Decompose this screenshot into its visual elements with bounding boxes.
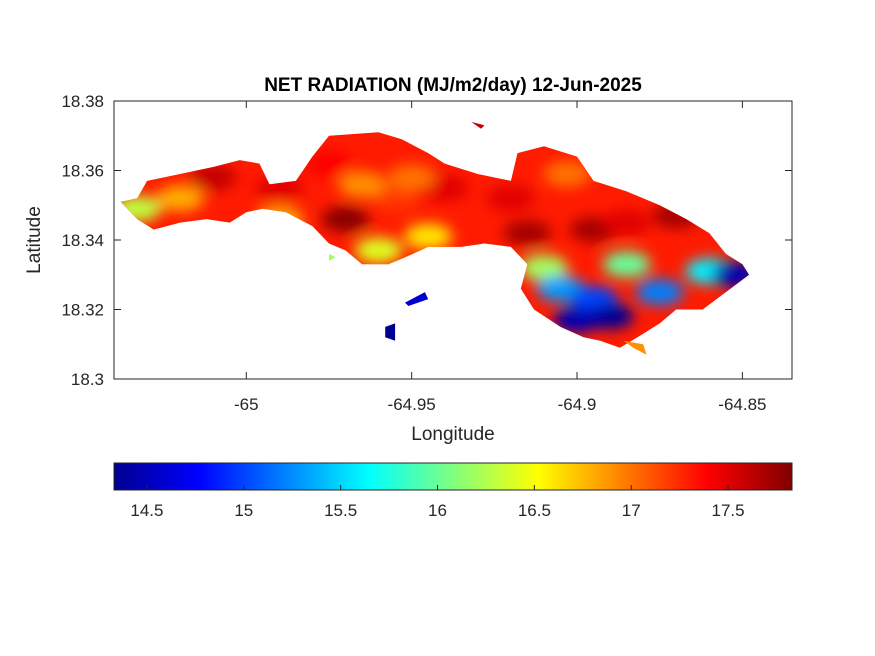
x-tick-label: -64.9 <box>558 395 597 414</box>
y-tick-label: 18.32 <box>61 301 104 320</box>
value-blob-20 <box>602 251 651 278</box>
value-blob-10 <box>371 185 420 212</box>
y-axis-label: Latitude <box>24 206 45 274</box>
value-blob-26 <box>553 306 602 333</box>
colorbar-tick-label: 15.5 <box>324 501 357 520</box>
y-tick-label: 18.34 <box>61 231 104 250</box>
value-blob-1 <box>503 220 552 247</box>
colorbar-tick-label: 16.5 <box>518 501 551 520</box>
colorbar <box>113 462 793 491</box>
y-axis: 18.3 18.32 18.34 18.36 18.38 <box>61 92 792 389</box>
value-blob-12 <box>543 160 592 187</box>
x-tick-label: -64.95 <box>388 395 436 414</box>
raster-map <box>120 121 750 355</box>
y-tick-label: 18.38 <box>61 92 104 111</box>
colorbar-tick-label: 16 <box>428 501 447 520</box>
value-blob-16 <box>404 223 453 250</box>
small-island-1 <box>385 323 396 341</box>
small-island-4 <box>471 121 485 129</box>
value-blob-8 <box>602 209 651 236</box>
colorbar-tick-label: 15 <box>234 501 253 520</box>
x-tick-label: -65 <box>234 395 259 414</box>
y-tick-label: 18.3 <box>71 370 104 389</box>
value-blob-9 <box>304 150 353 177</box>
small-island-2 <box>623 340 647 355</box>
value-blob-7 <box>486 185 535 212</box>
value-blob-14 <box>156 185 205 212</box>
value-blob-11 <box>387 164 436 191</box>
x-axis-label: Longitude <box>411 424 494 445</box>
value-blob-19 <box>519 254 568 281</box>
chart-title: NET RADIATION (MJ/m2/day) 12-Jun-2025 <box>264 75 642 96</box>
value-blob-24 <box>635 279 684 306</box>
small-island-0 <box>405 292 429 306</box>
colorbar-tick-label: 17 <box>622 501 641 520</box>
value-blob-0 <box>321 206 370 233</box>
y-tick-label: 18.36 <box>61 162 104 181</box>
colorbar-tick-label: 17.5 <box>712 501 745 520</box>
x-tick-label: -64.85 <box>718 395 766 414</box>
value-field <box>120 150 750 333</box>
small-island-3 <box>329 253 336 261</box>
colorbar-ticks: 14.5 15 15.5 16 16.5 17 17.5 <box>130 485 745 520</box>
value-blob-13 <box>338 171 387 198</box>
x-axis: -65 -64.95 -64.9 -64.85 <box>234 101 766 414</box>
colorbar-tick-label: 14.5 <box>130 501 163 520</box>
value-blob-18 <box>354 237 403 264</box>
value-blob-4 <box>189 164 238 191</box>
